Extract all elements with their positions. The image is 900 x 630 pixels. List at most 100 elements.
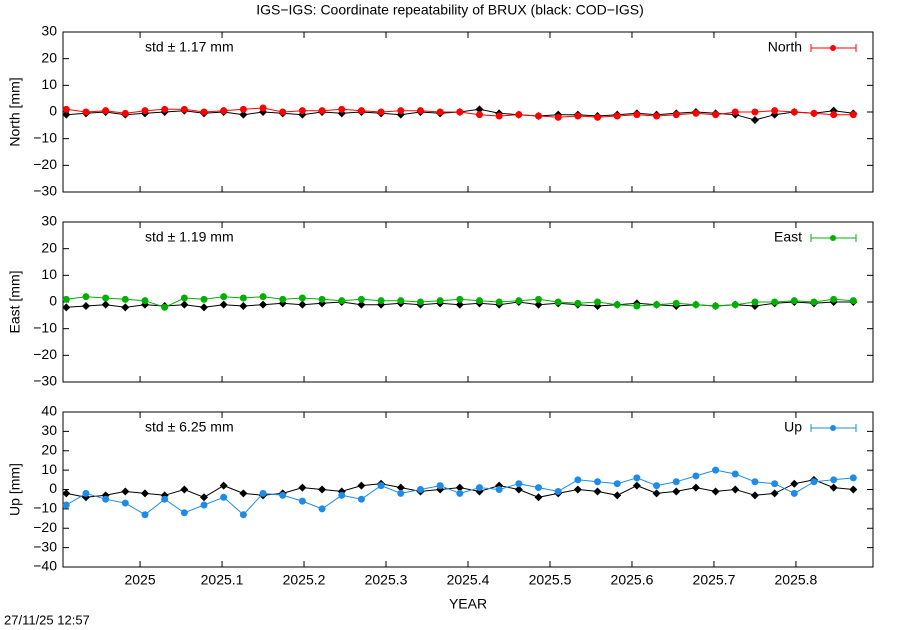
annotation: std ± 1.17 mm xyxy=(145,39,234,55)
annotation: std ± 1.19 mm xyxy=(145,229,234,245)
marker xyxy=(141,511,149,519)
marker xyxy=(475,105,484,114)
marker xyxy=(101,300,110,309)
marker xyxy=(161,495,169,503)
marker xyxy=(298,294,306,302)
marker xyxy=(751,108,759,116)
marker xyxy=(594,298,602,306)
marker xyxy=(318,107,326,115)
marker xyxy=(771,298,779,306)
marker xyxy=(594,113,602,121)
marker xyxy=(397,297,405,305)
marker xyxy=(514,485,523,494)
marker xyxy=(239,302,248,310)
marker xyxy=(239,110,248,119)
y-tick-label: −30 xyxy=(33,373,57,389)
x-tick-label: 2025.7 xyxy=(693,572,736,588)
marker xyxy=(810,298,818,306)
marker xyxy=(475,484,483,492)
marker xyxy=(298,107,306,115)
marker xyxy=(672,299,680,307)
marker xyxy=(436,108,444,116)
marker xyxy=(495,112,503,120)
marker xyxy=(298,483,307,492)
marker xyxy=(416,486,424,493)
marker xyxy=(259,300,268,309)
marker xyxy=(633,302,641,310)
marker xyxy=(771,480,779,488)
y-axis-label: East [mm] xyxy=(7,270,23,333)
marker xyxy=(102,107,110,115)
marker xyxy=(830,476,838,484)
y-axis-label: North [mm] xyxy=(7,77,23,146)
marker xyxy=(62,501,70,509)
marker xyxy=(515,480,523,488)
marker xyxy=(653,112,661,120)
marker xyxy=(613,112,621,120)
x-tick-label: 2025.8 xyxy=(775,572,818,588)
marker xyxy=(849,297,857,305)
marker xyxy=(712,302,720,310)
marker xyxy=(711,487,720,496)
marker xyxy=(849,111,857,119)
marker xyxy=(790,489,798,497)
marker xyxy=(219,300,228,309)
marker xyxy=(239,511,247,519)
marker xyxy=(338,491,346,499)
marker xyxy=(82,108,90,116)
x-tick-label: 2025.4 xyxy=(447,572,490,588)
y-tick-label: 30 xyxy=(41,213,57,229)
marker xyxy=(357,481,366,490)
marker xyxy=(338,297,346,305)
marker xyxy=(62,105,70,113)
marker xyxy=(338,105,346,113)
marker xyxy=(102,294,110,302)
marker xyxy=(790,479,799,488)
marker xyxy=(455,483,464,492)
marker xyxy=(672,478,680,486)
legend-symbol xyxy=(830,425,836,431)
marker xyxy=(475,297,483,305)
marker xyxy=(829,483,838,492)
marker xyxy=(613,301,621,309)
y-tick-label: 30 xyxy=(41,422,57,438)
marker xyxy=(633,111,641,119)
x-tick-label: 2025 xyxy=(124,572,155,588)
marker xyxy=(731,301,739,309)
y-tick-label: −30 xyxy=(33,183,57,199)
marker xyxy=(535,484,543,492)
marker xyxy=(102,495,110,503)
marker xyxy=(495,298,503,306)
y-tick-label: 40 xyxy=(41,403,57,419)
marker xyxy=(712,466,720,474)
y-tick-label: 0 xyxy=(49,293,57,309)
marker xyxy=(200,303,209,312)
marker xyxy=(220,107,228,115)
marker xyxy=(554,298,562,306)
marker xyxy=(416,107,424,115)
marker xyxy=(62,110,71,119)
marker xyxy=(692,109,700,117)
marker xyxy=(220,493,228,501)
legend-label: East xyxy=(774,229,802,245)
marker xyxy=(239,294,247,302)
marker xyxy=(180,105,188,113)
y-tick-label: 20 xyxy=(41,441,57,457)
marker xyxy=(416,298,424,306)
marker xyxy=(180,509,188,517)
marker xyxy=(377,297,385,305)
y-tick-label: 10 xyxy=(41,76,57,92)
marker xyxy=(279,295,287,303)
marker xyxy=(613,480,621,488)
y-tick-label: −40 xyxy=(33,558,57,574)
marker xyxy=(121,303,130,312)
marker xyxy=(220,293,228,301)
marker xyxy=(357,107,365,115)
marker xyxy=(751,478,759,486)
marker xyxy=(259,293,267,301)
marker xyxy=(140,489,149,498)
y-tick-label: −30 xyxy=(33,538,57,554)
marker xyxy=(731,108,739,116)
marker xyxy=(810,109,818,117)
marker xyxy=(180,294,188,302)
